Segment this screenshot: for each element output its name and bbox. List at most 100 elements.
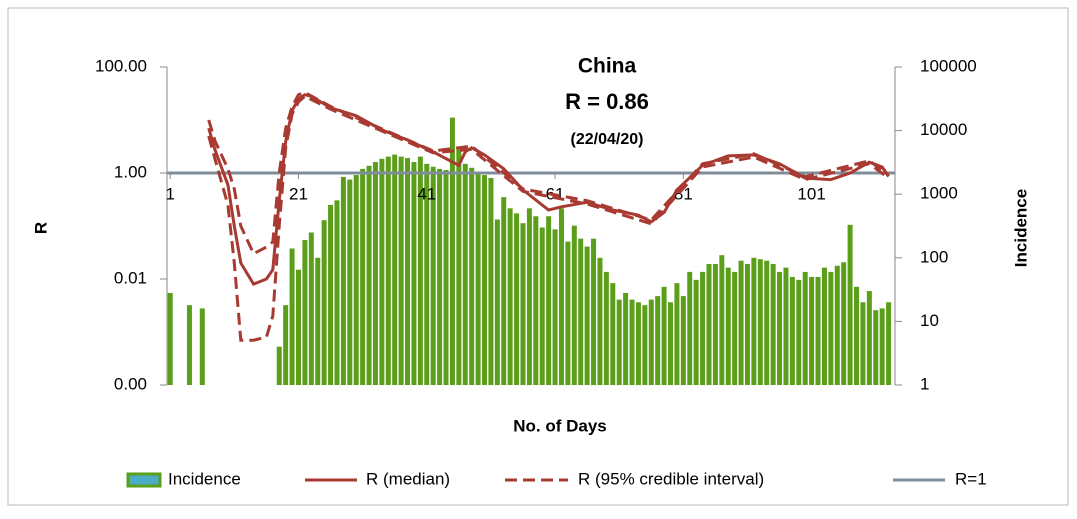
y-tick-label: 0.01: [114, 268, 147, 287]
incidence-bar: [514, 213, 520, 385]
incidence-bar: [854, 286, 860, 385]
incidence-bar: [841, 262, 847, 385]
y2-tick-label: 100000: [920, 56, 977, 75]
incidence-bar: [578, 238, 584, 385]
incidence-bar: [552, 229, 558, 385]
incidence-bar: [712, 263, 718, 385]
legend-swatch: [126, 472, 162, 488]
incidence-bar: [379, 158, 385, 385]
incidence-bar: [276, 346, 282, 385]
legend-label: R (95% credible interval): [578, 469, 764, 488]
incidence-bar: [571, 225, 577, 385]
incidence-bar: [873, 310, 879, 385]
x-tick-label: 21: [289, 184, 308, 203]
incidence-bar: [591, 238, 597, 385]
incidence-bar: [340, 176, 346, 385]
incidence-bar: [539, 227, 545, 385]
incidence-bar: [360, 168, 366, 385]
incidence-bar: [533, 216, 539, 385]
incidence-bar: [764, 260, 770, 385]
incidence-bar: [706, 263, 712, 385]
legend-label: Incidence: [168, 469, 241, 488]
incidence-bar: [725, 267, 731, 385]
incidence-bar: [809, 276, 815, 385]
incidence-bar: [347, 179, 353, 385]
incidence-bar: [860, 302, 866, 385]
x-tick-label: 101: [797, 184, 825, 203]
chart-date: (22/04/20): [571, 131, 644, 148]
incidence-bar: [167, 292, 173, 385]
incidence-bar: [398, 156, 404, 385]
incidence-bar: [796, 279, 802, 385]
incidence-bar: [501, 197, 507, 385]
chart-subtitle: R = 0.86: [565, 89, 649, 114]
median-line: [207, 93, 890, 286]
incidence-bar: [802, 271, 808, 385]
y2-tick-label: 10: [920, 311, 939, 330]
y2-axis-title: Incidence: [1011, 189, 1030, 267]
incidence-bar: [353, 175, 359, 385]
incidence-bar: [674, 283, 680, 385]
incidence-bar: [623, 292, 629, 385]
incidence-bar: [680, 296, 686, 385]
y-tick-label: 1.00: [114, 162, 147, 181]
incidence-bar: [289, 248, 295, 385]
incidence-bar: [847, 224, 853, 385]
incidence-bar: [366, 165, 372, 385]
incidence-bar: [558, 208, 564, 385]
incidence-bar: [565, 241, 571, 385]
incidence-bar: [405, 158, 411, 385]
incidence-bar: [186, 305, 192, 385]
y2-tick-label: 100: [920, 247, 948, 266]
incidence-bar: [879, 308, 885, 385]
incidence-bar: [610, 283, 616, 385]
chart-title: China: [578, 55, 637, 78]
incidence-bar: [456, 149, 462, 385]
y2-tick-label: 1000: [920, 184, 958, 203]
ci-lower-line: [207, 94, 890, 342]
incidence-bar: [507, 208, 513, 385]
incidence-bar: [430, 166, 436, 385]
incidence-bar: [834, 265, 840, 385]
incidence-bar: [417, 156, 423, 385]
incidence-bar: [635, 302, 641, 385]
y2-tick-label: 1: [920, 374, 929, 393]
incidence-bar: [789, 276, 795, 385]
incidence-bar: [886, 302, 892, 385]
incidence-bar: [603, 271, 609, 385]
x-tick-label: 1: [165, 184, 174, 203]
incidence-bar: [392, 154, 398, 385]
incidence-bar: [777, 271, 783, 385]
incidence-bar: [283, 305, 289, 385]
incidence-bar: [520, 223, 526, 385]
incidence-bar: [437, 168, 443, 385]
incidence-bar: [295, 269, 301, 385]
incidence-bar: [751, 257, 757, 385]
ci-upper-line: [207, 90, 890, 256]
incidence-bar: [372, 162, 378, 385]
legend-label: R=1: [955, 469, 987, 488]
incidence-bar: [655, 296, 661, 385]
incidence-bar: [866, 291, 872, 385]
y-axis-title: R: [31, 222, 50, 234]
incidence-bar: [700, 271, 706, 385]
incidence-bar: [546, 216, 552, 385]
incidence-bar: [687, 271, 693, 385]
legend-label: R (median): [366, 469, 450, 488]
incidence-bar: [629, 299, 635, 385]
incidence-bar: [475, 173, 481, 385]
incidence-bar: [597, 257, 603, 385]
incidence-bar: [616, 299, 622, 385]
incidence-bar: [302, 240, 308, 385]
y2-tick-label: 10000: [920, 120, 967, 139]
incidence-bar: [308, 232, 314, 385]
incidence-bar: [199, 308, 205, 385]
incidence-bar: [828, 271, 834, 385]
incidence-bar: [334, 200, 340, 385]
incidence-bar: [770, 263, 776, 385]
incidence-bar: [732, 271, 738, 385]
incidence-bar: [488, 177, 494, 385]
incidence-bar: [315, 257, 321, 385]
incidence-bar: [385, 156, 391, 385]
